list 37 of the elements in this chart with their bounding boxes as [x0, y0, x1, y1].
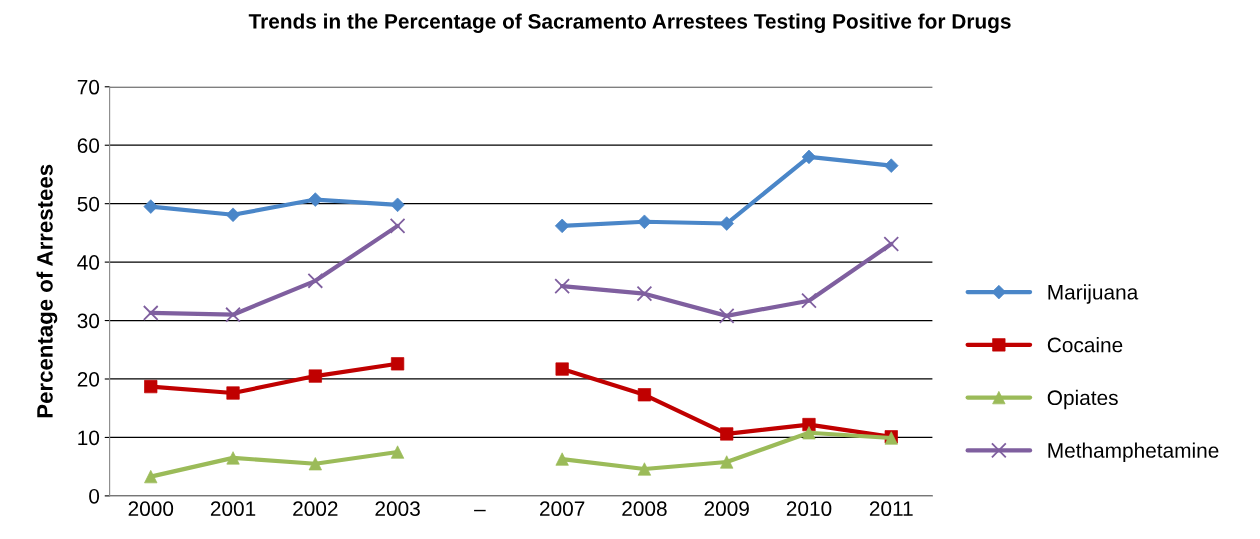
y-axis-title: Percentage of Arrestees — [36, 164, 58, 418]
x-tick-label: 2001 — [210, 501, 256, 517]
y-tick-label: 60 — [77, 138, 100, 153]
x-tick-label: 2002 — [293, 501, 338, 517]
y-tick-label: 70 — [77, 79, 100, 95]
legend-label: Opiates — [1047, 389, 1118, 410]
x-tick-label: 2011 — [869, 501, 913, 517]
point — [307, 272, 324, 289]
point — [883, 236, 900, 252]
x-tick-label: 2009 — [704, 501, 749, 517]
y-tick-label: 50 — [77, 196, 100, 212]
point — [225, 306, 241, 323]
y-tick-label: 20 — [77, 372, 100, 387]
x-tick-label: 2000 — [128, 501, 174, 517]
y-tick-label: 40 — [77, 255, 100, 270]
y-tick-label: 0 — [89, 488, 100, 504]
point — [636, 285, 653, 302]
point — [143, 199, 158, 214]
x-tick-label: 2003 — [375, 501, 420, 517]
y-tick-label: 10 — [78, 430, 100, 446]
point — [720, 427, 734, 441]
y-tick-label: 30 — [77, 313, 100, 329]
point — [142, 305, 159, 321]
x-tick-label: 2010 — [786, 501, 832, 517]
point — [554, 278, 570, 294]
x-tick-label: 2008 — [622, 501, 667, 517]
point — [718, 308, 735, 324]
point — [801, 292, 817, 309]
legend-label: Methamphetamine — [1048, 442, 1219, 462]
point — [637, 214, 652, 230]
x-tick-label: 2007 — [540, 501, 585, 517]
legend-label: Cocaine — [1047, 337, 1123, 353]
chart-title: Trends in the Percentage of Sacramento Arrestees Testing Positive for Drugs — [248, 13, 1011, 33]
point — [389, 218, 406, 234]
point — [144, 379, 158, 394]
legend-label: Marijuana — [1048, 284, 1139, 304]
x-tick-label: – — [474, 509, 486, 512]
